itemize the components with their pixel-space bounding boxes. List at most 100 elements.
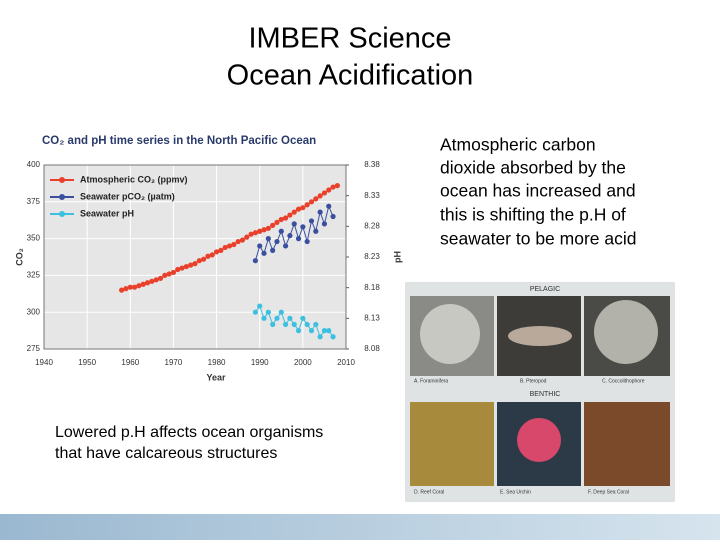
photo <box>584 402 670 486</box>
legend-label: Seawater pH <box>80 208 134 218</box>
data-point <box>291 221 297 227</box>
footer-band <box>0 514 720 540</box>
data-point <box>330 334 336 340</box>
caption: E. Sea Urchin <box>500 489 531 495</box>
data-point <box>321 328 328 334</box>
data-point <box>226 243 233 249</box>
photo-detail <box>517 418 561 462</box>
data-point <box>270 247 276 253</box>
caption: F. Deep Sea Coral <box>588 489 629 495</box>
text-line: Lowered p.H affects ocean organisms <box>55 424 323 441</box>
data-point <box>300 315 306 321</box>
data-point <box>291 321 297 328</box>
data-point <box>192 261 198 267</box>
x-tick-label: 1980 <box>208 358 226 367</box>
photo-detail <box>508 326 572 346</box>
data-point <box>283 321 289 328</box>
data-point <box>261 227 267 233</box>
chart: CO₂ and pH time series in the North Paci… <box>10 130 402 390</box>
caption: C. Coccolithophore <box>602 378 645 384</box>
data-point <box>304 321 310 328</box>
data-point <box>313 228 319 234</box>
section-label: BENTHIC <box>530 391 561 398</box>
text-line: seawater to be more acid <box>440 229 637 249</box>
data-point <box>330 184 336 190</box>
data-point <box>300 205 306 211</box>
photo-detail <box>594 300 658 364</box>
slide-title: IMBER Science <box>248 23 451 55</box>
data-point <box>308 328 315 334</box>
legend-marker <box>59 177 65 183</box>
legend-label: Seawater pCO₂ (µatm) <box>80 191 175 201</box>
data-point <box>317 334 323 340</box>
y2-tick-label: 8.13 <box>364 313 380 322</box>
caption: A. Foraminifera <box>414 378 448 384</box>
data-point <box>183 263 189 270</box>
text-line: that have calcareous structures <box>55 445 277 462</box>
y-tick-label: 400 <box>27 160 41 169</box>
data-point <box>270 321 276 328</box>
data-point <box>153 277 159 283</box>
data-point <box>270 222 276 228</box>
section-label: PELAGIC <box>530 286 560 293</box>
data-point <box>196 258 202 264</box>
data-point <box>330 213 336 220</box>
data-point <box>287 212 293 218</box>
data-point <box>162 272 168 278</box>
x-tick-label: 1970 <box>165 358 183 367</box>
data-point <box>257 303 263 309</box>
y2-axis-label: pH <box>392 251 402 263</box>
y-tick-label: 350 <box>27 234 41 243</box>
text-line: this is shifting the p.H of <box>440 205 626 225</box>
data-point <box>278 228 284 234</box>
data-point <box>209 252 215 258</box>
y2-tick-label: 8.33 <box>364 191 380 200</box>
data-point <box>304 238 310 245</box>
data-point <box>119 287 125 293</box>
data-point <box>157 275 164 281</box>
data-point <box>252 309 258 315</box>
chart-title: CO₂ and pH time series in the North Paci… <box>42 135 316 147</box>
plot-frame <box>43 164 347 350</box>
data-point <box>257 243 263 249</box>
photo <box>410 402 494 486</box>
data-point <box>278 309 284 315</box>
data-point <box>295 328 302 334</box>
data-point <box>308 218 315 224</box>
legend-label: Atmospheric CO₂ (ppmv) <box>80 174 188 184</box>
data-point <box>175 266 181 273</box>
caption: B. Pteropod <box>520 378 547 384</box>
y-tick-label: 375 <box>27 197 41 206</box>
data-point <box>326 203 332 209</box>
y2-tick-label: 8.28 <box>364 221 380 230</box>
y-tick-label: 300 <box>27 307 41 316</box>
y-axis-label: CO₂ <box>14 248 24 266</box>
slide-title: Ocean Acidification <box>227 60 474 92</box>
photo-detail <box>420 304 480 364</box>
data-point <box>326 187 332 193</box>
y-tick-label: 325 <box>27 271 41 280</box>
left-text: Lowered p.H affects ocean organisms that… <box>55 424 323 462</box>
x-tick-label: 2010 <box>337 358 355 367</box>
data-point <box>222 244 228 251</box>
data-point <box>235 238 241 245</box>
data-point <box>313 196 319 202</box>
y2-tick-label: 8.23 <box>364 252 380 261</box>
data-point <box>218 247 224 253</box>
y2-tick-label: 8.18 <box>364 283 380 292</box>
data-point <box>136 283 142 289</box>
y2-tick-label: 8.08 <box>364 344 380 353</box>
data-point <box>248 231 254 237</box>
data-point <box>321 221 328 227</box>
data-point <box>132 284 138 290</box>
data-point <box>244 234 250 240</box>
data-point <box>265 225 271 231</box>
x-tick-label: 1950 <box>78 358 96 367</box>
right-text: Atmospheric carbon dioxide absorbed by t… <box>440 135 637 249</box>
data-point <box>123 286 129 292</box>
data-point <box>274 238 280 245</box>
photo-panel: PELAGIC A. Foraminifera B. Pteropod C. C… <box>405 282 675 502</box>
data-point <box>287 315 293 321</box>
